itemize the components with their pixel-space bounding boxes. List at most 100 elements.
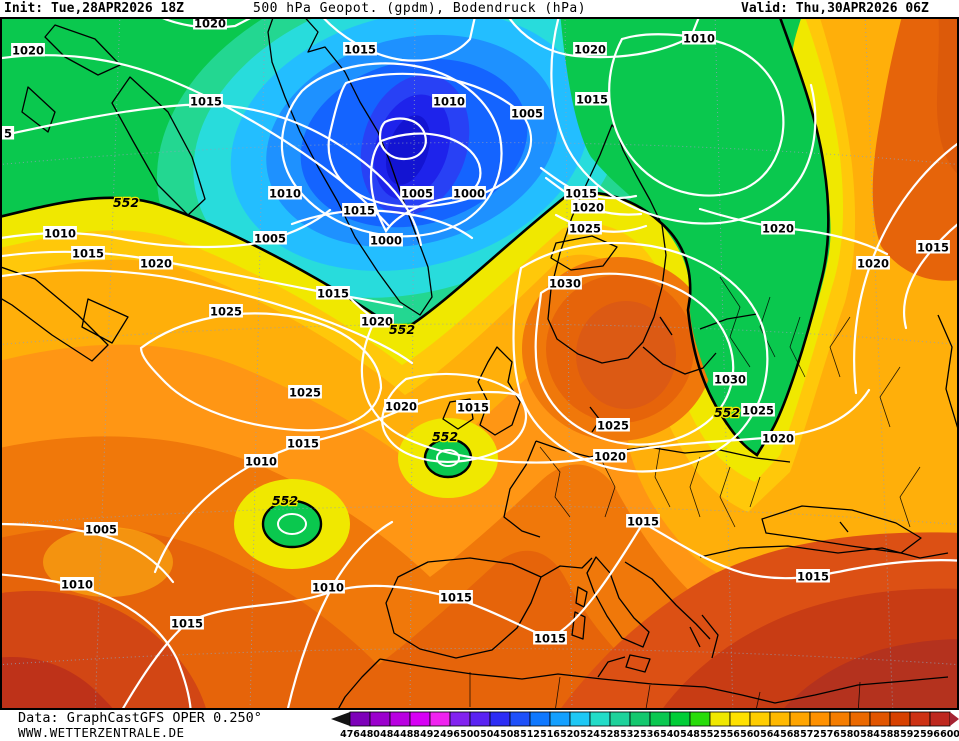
pressure-label: 5: [1, 126, 15, 141]
colorbar-swatch: [689, 711, 711, 727]
colorbar-tick-label: 512: [520, 729, 540, 740]
pressure-label: 1015: [189, 94, 223, 109]
svg-text:1010: 1010: [312, 581, 344, 595]
pressure-label: 1025: [741, 403, 775, 418]
svg-text:1010: 1010: [269, 187, 301, 201]
colorbar-tick-label: 568: [780, 729, 800, 740]
pressure-label: 1015: [533, 631, 567, 646]
pressure-label: 1010: [43, 226, 77, 241]
pressure-label: 1015: [456, 400, 490, 415]
svg-text:1020: 1020: [594, 450, 626, 464]
svg-text:1010: 1010: [44, 227, 76, 241]
pressure-label: 1025: [209, 304, 243, 319]
pressure-label: 1020: [593, 449, 627, 464]
colorbar-tick-label: 516: [540, 729, 560, 740]
colorbar-swatch: [569, 711, 591, 727]
weather-map: 1020 1020 1015 5 1010 1010 1005 1015 1020 1010 100…: [0, 17, 959, 710]
colorbar-tick-label: 504: [480, 729, 500, 740]
colorbar-tick-label: 536: [640, 729, 660, 740]
svg-text:1005: 1005: [511, 107, 543, 121]
geopotential-label: 552: [714, 405, 740, 420]
map-border: [0, 17, 959, 710]
svg-text:1010: 1010: [245, 455, 277, 469]
europe-high-field: [522, 257, 714, 441]
colorbar-right-arrow: [950, 712, 959, 726]
svg-text:1015: 1015: [344, 43, 376, 57]
pressure-label: 1005: [510, 106, 544, 121]
colorbar-tick-label: 484: [380, 729, 400, 740]
svg-text:1010: 1010: [61, 578, 93, 592]
colorbar-left-arrow: [331, 712, 350, 726]
svg-text:1025: 1025: [742, 404, 774, 418]
svg-text:1010: 1010: [683, 32, 715, 46]
svg-text:1020: 1020: [574, 43, 606, 57]
svg-text:1015: 1015: [190, 95, 222, 109]
pressure-label: 1010: [682, 31, 716, 46]
colorbar-swatch: [809, 711, 831, 727]
geopotential-label: 552: [389, 322, 415, 337]
colorbar-tick-label: 540: [660, 729, 680, 740]
colorbar-swatch: [649, 711, 671, 727]
pressure-label: 1030: [548, 276, 582, 291]
pressure-label: 1025: [568, 221, 602, 236]
pressure-label: 1020: [761, 221, 795, 236]
colorbar-swatch: [669, 711, 691, 727]
colorbar-swatch: [629, 711, 651, 727]
colorbar-swatch: [429, 711, 451, 727]
colorbar-tick-label: 564: [760, 729, 780, 740]
colorbar-tick-label: 584: [860, 729, 880, 740]
svg-text:1030: 1030: [714, 373, 746, 387]
colorbar-swatch: [549, 711, 571, 727]
svg-text:1025: 1025: [289, 386, 321, 400]
colorbar-tick-label: 580: [840, 729, 860, 740]
pressure-label: 1020: [761, 431, 795, 446]
pressure-label: 1020: [193, 17, 227, 31]
svg-text:1005: 1005: [85, 523, 117, 537]
colorbar-tick-label: 488: [400, 729, 420, 740]
colorbar-tick-label: 480: [360, 729, 380, 740]
pressure-label: 1015: [796, 569, 830, 584]
geopotential-label: 552: [432, 429, 458, 444]
init-time-label: Init: Tue,28APR2026 18Z: [4, 1, 185, 16]
svg-text:1020: 1020: [857, 257, 889, 271]
pressure-label: 1025: [288, 385, 322, 400]
colorbar-tick-label: 560: [740, 729, 760, 740]
pressure-label: 1025: [596, 418, 630, 433]
colorbar-tick-label: 576: [820, 729, 840, 740]
svg-text:1015: 1015: [287, 437, 319, 451]
pressure-label: 1015: [71, 246, 105, 261]
colorbar-swatch: [729, 711, 751, 727]
svg-text:1025: 1025: [210, 305, 242, 319]
colorbar-swatch: [829, 711, 851, 727]
colorbar-swatch: [349, 711, 371, 727]
cutoff-low-atlantic: [234, 479, 350, 569]
colorbar-tick-label: 596: [920, 729, 940, 740]
chart-title: 500 hPa Geopot. (gpdm), Bodendruck (hPa): [253, 1, 587, 16]
svg-text:1015: 1015: [440, 591, 472, 605]
pressure-label: 1015: [575, 92, 609, 107]
svg-text:5: 5: [4, 127, 12, 141]
country-borders: [469, 276, 921, 710]
colorbar-swatch: [609, 711, 631, 727]
svg-text:1015: 1015: [576, 93, 608, 107]
pressure-label: 1020: [856, 256, 890, 271]
colorbar-tick-label: 532: [620, 729, 640, 740]
pressure-label: 1020: [571, 200, 605, 215]
colorbar-swatch: [589, 711, 611, 727]
svg-text:1015: 1015: [171, 617, 203, 631]
pressure-label: 1020: [360, 314, 394, 329]
colorbar-swatch: [409, 711, 431, 727]
svg-text:1015: 1015: [457, 401, 489, 415]
colorbar-swatch: [389, 711, 411, 727]
pressure-label: 1000: [369, 233, 403, 248]
svg-text:1015: 1015: [534, 632, 566, 646]
colorbar-tick-label: 520: [560, 729, 580, 740]
pressure-label: 1010: [60, 577, 94, 592]
colorbar-tick-label: 492: [420, 729, 440, 740]
footer-bar: Data: GraphCastGFS OPER 0.250° WWW.WETTE…: [0, 710, 959, 741]
colorbar-swatch: [449, 711, 471, 727]
colorbar-tick-label: 572: [800, 729, 820, 740]
pressure-label: 1030: [713, 372, 747, 387]
colorbar-swatch: [749, 711, 771, 727]
pressure-label: 1010: [268, 186, 302, 201]
